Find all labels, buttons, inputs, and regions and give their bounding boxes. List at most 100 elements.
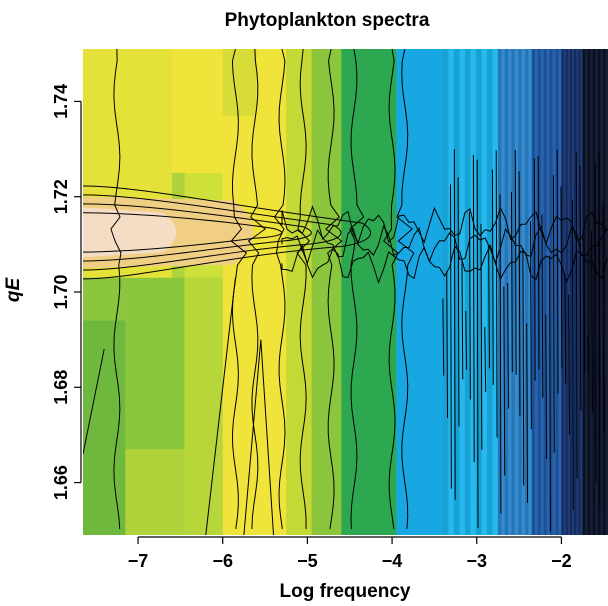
contour-line <box>465 311 468 370</box>
color-block <box>184 277 223 535</box>
band-streak <box>578 49 581 535</box>
contour-line <box>349 49 365 530</box>
contour-line <box>575 151 578 479</box>
band-streak <box>561 49 564 535</box>
contour-line <box>491 169 494 385</box>
contour-line <box>556 149 559 394</box>
color-block <box>171 49 223 173</box>
band-streak <box>605 49 608 535</box>
band-streak <box>574 49 577 535</box>
band-streak <box>492 49 498 535</box>
band-streak <box>595 49 598 535</box>
contour-line <box>83 185 372 280</box>
contour-lines <box>83 49 608 535</box>
chart-title: Phytoplankton spectra <box>225 10 430 31</box>
contour-line <box>469 211 471 400</box>
contour-line <box>507 282 510 409</box>
contour-line <box>83 349 105 455</box>
band-streak <box>470 49 476 535</box>
contour-line <box>541 214 544 398</box>
band-streak <box>504 49 509 535</box>
contour-line <box>450 184 452 489</box>
color-block <box>125 277 185 450</box>
x-tick-label: −3 <box>466 551 487 571</box>
band-streak <box>514 49 519 535</box>
band-streak <box>585 49 588 535</box>
contour-line <box>568 294 570 435</box>
contour-line <box>587 335 590 374</box>
y-tick-label: 1.72 <box>51 179 71 214</box>
contour-line <box>522 248 525 486</box>
band-streak <box>587 49 591 535</box>
y-axis: 1.66 1.68 1.70 1.72 1.74 <box>51 84 82 500</box>
y-tick-label: 1.66 <box>51 465 71 500</box>
contour-line <box>472 154 475 462</box>
contour-line <box>514 149 517 375</box>
contour-line <box>281 205 608 246</box>
x-tick-label: −2 <box>551 551 572 571</box>
contour-line <box>602 205 605 432</box>
contour-line <box>533 158 536 381</box>
contour-line <box>549 256 551 532</box>
contour-line <box>110 49 122 530</box>
band-streak <box>442 49 449 535</box>
color-band <box>341 49 397 535</box>
contour-line <box>281 224 608 265</box>
band-streak <box>508 49 512 535</box>
contour-line <box>442 298 445 376</box>
band-streak <box>555 49 559 535</box>
contour-line <box>83 194 342 271</box>
band-streak <box>602 49 606 535</box>
band-streak <box>464 49 471 535</box>
contour-line <box>383 49 399 530</box>
contour-line <box>446 271 449 419</box>
y-tick-label: 1.68 <box>51 370 71 405</box>
contour-line <box>537 155 540 370</box>
band-streak <box>525 49 529 535</box>
band-streak <box>543 49 547 535</box>
hotspot-inner <box>83 207 177 258</box>
contour-line <box>503 286 506 476</box>
color-block <box>222 49 257 116</box>
contour-line <box>461 259 464 380</box>
color-band <box>286 49 313 535</box>
contour-line <box>518 171 521 416</box>
band-streak <box>453 49 460 535</box>
contour-line <box>476 159 479 529</box>
band-streak <box>501 49 505 535</box>
contour-line <box>488 245 490 369</box>
plot-area <box>83 49 608 535</box>
band-streak <box>569 49 573 535</box>
high-power-region <box>83 196 254 269</box>
y-tick-label: 1.74 <box>51 84 71 119</box>
band-streak <box>481 49 487 535</box>
band-streak <box>497 49 502 535</box>
contour-line <box>396 49 415 530</box>
color-band <box>396 49 444 535</box>
contour-line <box>499 194 502 514</box>
y-tick-label: 1.70 <box>51 274 71 309</box>
x-axis: −7 −6 −5 −4 −3 −2 <box>128 536 572 571</box>
contour-line <box>453 149 456 500</box>
contour-line <box>530 221 532 430</box>
contour-line <box>495 150 498 438</box>
band-streak <box>565 49 568 535</box>
x-axis-label: Log frequency <box>280 581 411 602</box>
band-streak <box>511 49 515 535</box>
band-streak <box>567 49 570 535</box>
contour-line <box>590 231 593 414</box>
band-streak <box>558 49 562 535</box>
y-axis-label: qE <box>3 277 24 303</box>
contour-line <box>545 314 548 460</box>
band-streak <box>475 49 482 535</box>
band-streak <box>486 49 493 535</box>
contour-line <box>480 224 483 450</box>
contour-line <box>560 186 563 369</box>
color-band <box>311 49 342 535</box>
contour-line <box>296 49 311 530</box>
band-streak <box>534 49 538 535</box>
contour-line <box>281 243 608 284</box>
band-streak <box>549 49 553 535</box>
x-tick-label: −4 <box>382 551 403 571</box>
